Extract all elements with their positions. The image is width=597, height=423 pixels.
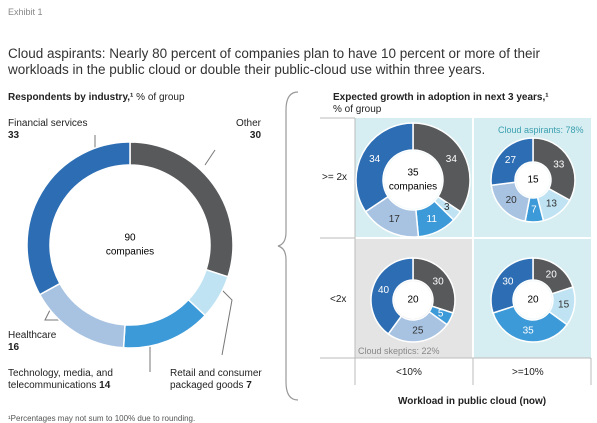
value-label: 35 bbox=[523, 325, 535, 336]
brace bbox=[277, 91, 299, 401]
slice bbox=[412, 122, 471, 213]
category: Retail and consumer packaged goods bbox=[170, 368, 262, 391]
subtitle: Respondents by industry,¹ % of group bbox=[8, 92, 185, 104]
value-label: 20 bbox=[546, 270, 558, 281]
slice bbox=[370, 257, 414, 336]
value-label: 34 bbox=[369, 154, 381, 165]
value-label: 40 bbox=[378, 285, 390, 296]
center bbox=[384, 151, 442, 209]
column-label: >=10% bbox=[512, 367, 544, 378]
value-label: 30 bbox=[249, 130, 262, 141]
value-label: 7 bbox=[246, 380, 252, 391]
slice bbox=[355, 122, 414, 213]
chart-title: Respondents by industry,¹ bbox=[8, 92, 134, 103]
title: Cloud aspirants: Nearly 80 percent of co… bbox=[8, 46, 541, 77]
value-label: 3 bbox=[444, 202, 450, 213]
matrix-title: Expected growth in adoption in next 3 ye… bbox=[333, 92, 549, 116]
value-label: 33 bbox=[553, 159, 565, 170]
x-title: Workload in public cloud (now) bbox=[398, 396, 547, 407]
value-label: 34 bbox=[446, 154, 458, 165]
label: Other 30 bbox=[236, 118, 261, 142]
value-label: 16 bbox=[8, 342, 20, 353]
value-label: 14 bbox=[99, 380, 111, 391]
value-label: 13 bbox=[546, 198, 558, 209]
value-label: 17 bbox=[389, 214, 401, 225]
value-label: 27 bbox=[505, 155, 517, 166]
label: Healthcare 16 bbox=[8, 330, 56, 354]
center bbox=[516, 163, 550, 197]
exhibit: Exhibit 1 bbox=[8, 7, 43, 17]
row-label: >= 2x bbox=[322, 172, 348, 183]
center bbox=[51, 166, 209, 324]
center-label: companies bbox=[389, 182, 437, 193]
center bbox=[394, 281, 432, 319]
category: Technology, media, and telecommunication… bbox=[8, 368, 113, 391]
value-label: 5 bbox=[438, 309, 444, 320]
slice bbox=[532, 137, 576, 202]
center-label: companies bbox=[106, 247, 154, 258]
label: Financial services 33 bbox=[8, 118, 87, 142]
category: Financial services bbox=[8, 118, 88, 129]
value-label: 25 bbox=[412, 325, 424, 336]
value-label: 20 bbox=[506, 195, 518, 206]
center-value: 90 bbox=[124, 233, 136, 244]
center-value: 20 bbox=[407, 295, 419, 306]
unit: % of group bbox=[333, 104, 382, 115]
slice bbox=[492, 305, 569, 343]
label: Retail and consumer packaged goods 7 bbox=[170, 368, 280, 392]
value-label: 11 bbox=[427, 214, 438, 225]
unit: % of group bbox=[136, 92, 185, 103]
label: Technology, media, and telecommunication… bbox=[8, 368, 133, 392]
category: Healthcare bbox=[8, 330, 57, 341]
leader-line bbox=[221, 289, 233, 356]
column-label: <10% bbox=[396, 367, 422, 378]
value-label: 30 bbox=[433, 276, 445, 287]
value-label: 33 bbox=[8, 130, 20, 141]
slice bbox=[26, 141, 131, 296]
slice bbox=[490, 257, 534, 314]
value-label: 15 bbox=[558, 299, 570, 310]
value-label: 7 bbox=[531, 205, 537, 216]
slice bbox=[490, 137, 534, 187]
matrix-title-text: Expected growth in adoption in next 3 ye… bbox=[333, 92, 549, 103]
leader-line bbox=[204, 149, 216, 166]
aspirants-label: Cloud aspirants: 78% bbox=[498, 125, 584, 135]
skeptics-label: Cloud skeptics: 22% bbox=[358, 346, 440, 356]
center-value: 20 bbox=[527, 295, 539, 306]
footnote: ¹Percentages may not sum to 100% due to … bbox=[8, 414, 196, 423]
category: Other bbox=[236, 118, 262, 129]
center bbox=[514, 281, 552, 319]
center-value: 15 bbox=[527, 175, 539, 186]
center-value: 35 bbox=[407, 168, 419, 179]
row-label: <2x bbox=[330, 294, 347, 305]
value-label: 30 bbox=[502, 276, 514, 287]
